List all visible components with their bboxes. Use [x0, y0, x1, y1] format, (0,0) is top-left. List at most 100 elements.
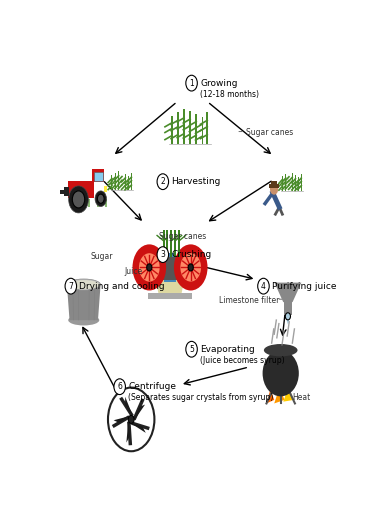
Text: (Separates sugar crystals from syrup): (Separates sugar crystals from syrup): [128, 393, 274, 402]
Bar: [153, 257, 187, 280]
Bar: [284, 302, 292, 314]
Circle shape: [128, 415, 134, 423]
Bar: [295, 175, 296, 191]
Bar: [68, 181, 93, 198]
Circle shape: [270, 183, 278, 195]
Circle shape: [180, 253, 201, 282]
Text: Sugar: Sugar: [91, 252, 114, 261]
Bar: [162, 230, 165, 257]
Text: Centrifuge: Centrifuge: [128, 382, 176, 391]
Circle shape: [139, 253, 160, 282]
Bar: [125, 174, 126, 190]
Bar: [201, 117, 203, 144]
Bar: [282, 176, 283, 191]
Bar: [164, 253, 177, 282]
Ellipse shape: [263, 350, 299, 396]
Polygon shape: [274, 388, 285, 403]
Text: 7: 7: [68, 282, 73, 291]
Text: Sugar canes: Sugar canes: [158, 232, 206, 241]
Bar: [177, 113, 179, 144]
Text: Heat: Heat: [292, 393, 311, 402]
Polygon shape: [127, 422, 130, 442]
Ellipse shape: [69, 280, 99, 289]
Bar: [189, 111, 191, 144]
Circle shape: [186, 75, 197, 91]
Bar: [97, 199, 99, 206]
Circle shape: [174, 244, 207, 290]
Polygon shape: [125, 397, 132, 415]
Polygon shape: [283, 387, 294, 402]
Bar: [131, 173, 132, 190]
Text: Evaporating: Evaporating: [200, 345, 255, 354]
Circle shape: [186, 342, 197, 357]
Bar: [118, 171, 119, 190]
Circle shape: [69, 186, 88, 213]
Bar: [148, 293, 192, 300]
Circle shape: [147, 264, 152, 271]
Bar: [166, 230, 168, 257]
Bar: [128, 176, 129, 190]
Bar: [301, 174, 302, 191]
Bar: [92, 169, 104, 182]
Bar: [105, 199, 107, 206]
Bar: [171, 116, 173, 144]
Text: 4: 4: [261, 282, 266, 291]
Polygon shape: [156, 280, 184, 293]
Circle shape: [95, 191, 106, 206]
Polygon shape: [266, 389, 274, 403]
Polygon shape: [135, 404, 145, 419]
Ellipse shape: [68, 315, 99, 326]
Circle shape: [72, 191, 85, 208]
Text: Harvesting: Harvesting: [171, 177, 221, 186]
Text: Purifying juice: Purifying juice: [272, 282, 336, 291]
Text: Drying and cooling: Drying and cooling: [79, 282, 165, 291]
Bar: [269, 184, 279, 187]
Bar: [88, 199, 90, 206]
Bar: [292, 173, 293, 191]
Text: (Juice becomes syrup): (Juice becomes syrup): [200, 356, 285, 365]
Text: 3: 3: [160, 250, 165, 259]
Bar: [115, 173, 116, 190]
Text: (12-18 months): (12-18 months): [200, 90, 259, 99]
Circle shape: [114, 379, 125, 395]
Bar: [285, 174, 286, 191]
Bar: [174, 230, 176, 257]
Text: Limestone filter: Limestone filter: [219, 296, 279, 305]
Ellipse shape: [67, 279, 101, 290]
Bar: [104, 186, 107, 191]
Circle shape: [132, 244, 166, 290]
Text: Crushing: Crushing: [171, 250, 212, 259]
Text: Sugar canes: Sugar canes: [246, 128, 293, 137]
Bar: [178, 230, 180, 257]
Bar: [271, 181, 277, 185]
Text: 5: 5: [189, 345, 194, 354]
Circle shape: [285, 313, 290, 320]
Bar: [93, 172, 103, 181]
Bar: [206, 113, 208, 144]
Bar: [111, 175, 112, 190]
Polygon shape: [114, 416, 128, 423]
Polygon shape: [132, 424, 146, 433]
Text: 1: 1: [189, 79, 194, 88]
Circle shape: [157, 174, 168, 189]
Bar: [298, 177, 299, 191]
Circle shape: [65, 279, 76, 294]
Text: 6: 6: [117, 382, 122, 391]
Circle shape: [108, 388, 154, 451]
Circle shape: [157, 247, 168, 263]
Ellipse shape: [264, 344, 298, 356]
Circle shape: [98, 194, 104, 203]
Circle shape: [188, 264, 193, 271]
Bar: [60, 190, 65, 194]
Bar: [170, 230, 173, 257]
Polygon shape: [275, 283, 301, 302]
Bar: [64, 187, 69, 196]
Text: Growing: Growing: [200, 79, 238, 88]
Bar: [183, 109, 185, 144]
Circle shape: [258, 279, 269, 294]
Text: 2: 2: [160, 177, 165, 186]
Text: Juice: Juice: [124, 267, 142, 275]
Bar: [196, 114, 197, 144]
Polygon shape: [285, 316, 290, 325]
Polygon shape: [67, 285, 101, 320]
